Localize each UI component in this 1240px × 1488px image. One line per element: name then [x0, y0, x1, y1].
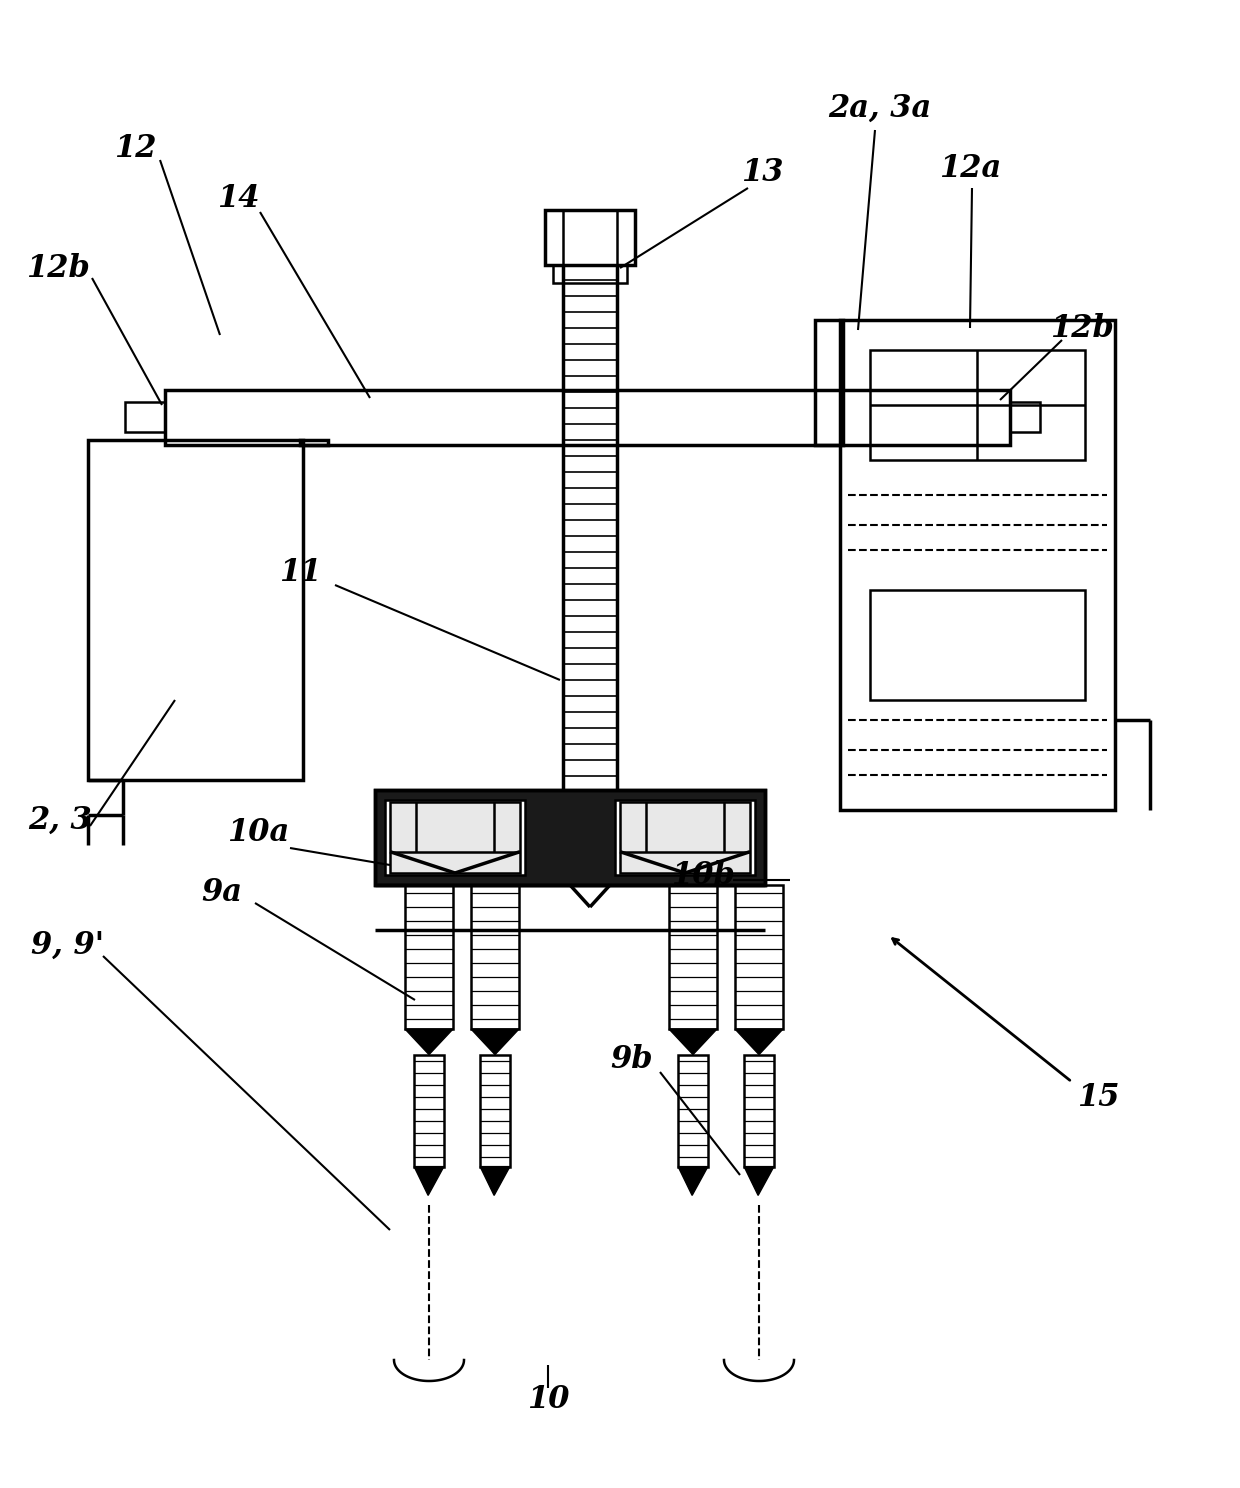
Bar [620, 802, 750, 873]
Bar [300, 440, 329, 445]
Bar [615, 801, 755, 875]
Bar [125, 402, 165, 432]
Bar [391, 802, 520, 873]
Text: 2, 3: 2, 3 [29, 805, 92, 835]
Bar [553, 265, 627, 283]
Bar [384, 801, 525, 875]
Polygon shape [744, 1167, 774, 1195]
Bar [546, 210, 635, 265]
Text: 12b: 12b [26, 253, 91, 284]
Bar [88, 440, 303, 780]
Polygon shape [670, 1030, 717, 1055]
Bar [374, 790, 765, 885]
Text: 9b: 9b [610, 1045, 653, 1076]
Text: 15: 15 [1076, 1082, 1120, 1113]
Text: 12: 12 [114, 132, 156, 164]
Bar [870, 591, 1085, 699]
Polygon shape [414, 1167, 444, 1195]
Text: 14: 14 [217, 183, 259, 213]
Text: 10: 10 [527, 1384, 569, 1415]
Polygon shape [678, 1167, 708, 1195]
Text: 12a: 12a [939, 152, 1001, 183]
Text: 10b: 10b [671, 860, 735, 890]
Bar [1011, 402, 1040, 432]
Text: 9a: 9a [202, 876, 243, 908]
Text: 13: 13 [740, 156, 784, 187]
Bar [735, 885, 782, 1030]
Polygon shape [471, 1030, 520, 1055]
Polygon shape [405, 1030, 453, 1055]
Polygon shape [480, 1167, 510, 1195]
Bar [405, 885, 453, 1030]
Bar [678, 1055, 708, 1167]
Text: 11: 11 [279, 557, 321, 588]
Bar [744, 1055, 774, 1167]
Text: 9, 9': 9, 9' [31, 930, 104, 960]
Bar [670, 885, 717, 1030]
Bar [165, 390, 1011, 445]
Text: 2a, 3a: 2a, 3a [828, 92, 931, 124]
Bar [414, 1055, 444, 1167]
Bar [870, 350, 1085, 460]
Text: 10a: 10a [227, 817, 289, 848]
Bar [839, 320, 1115, 809]
Bar [815, 320, 843, 445]
Bar [480, 1055, 510, 1167]
Polygon shape [735, 1030, 782, 1055]
Bar [374, 790, 765, 885]
Bar [471, 885, 520, 1030]
Text: 12b: 12b [1050, 312, 1114, 344]
